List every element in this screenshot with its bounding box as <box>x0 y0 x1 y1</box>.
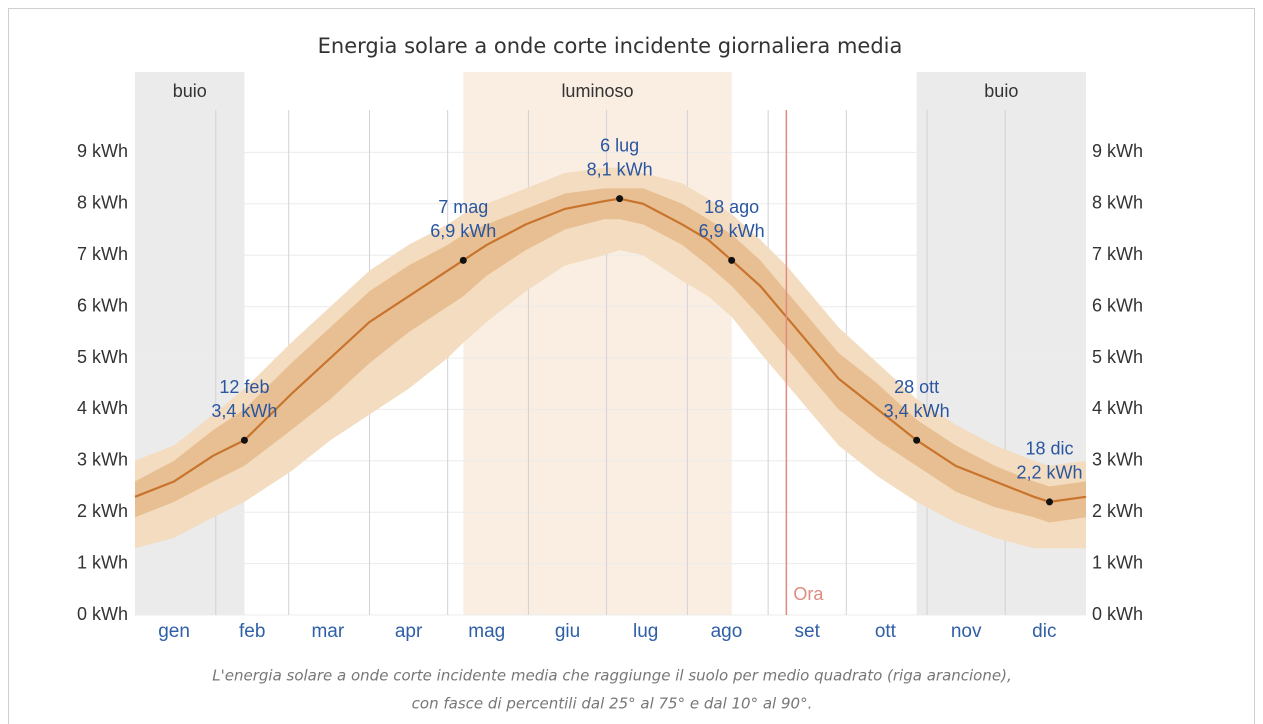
annotation-date: 18 ago <box>704 197 759 217</box>
y2-tick-label: 5 kWh <box>1092 347 1143 367</box>
region-label: buio <box>173 81 207 101</box>
annotation-date: 7 mag <box>438 197 488 217</box>
annotation-date: 12 feb <box>219 377 269 397</box>
x-tick-label: ago <box>711 621 743 642</box>
y2-tick-label: 2 kWh <box>1092 501 1143 521</box>
x-tick-label: giu <box>555 621 580 642</box>
caption: con fasce di percentili dal 25° al 75° e… <box>412 695 813 713</box>
x-tick-label: apr <box>395 621 423 642</box>
y2-tick-label: 3 kWh <box>1092 450 1143 470</box>
median-line <box>134 197 1087 504</box>
annotation-value: 6,9 kWh <box>430 221 496 241</box>
chart-title: Energia solare a onde corte incidente gi… <box>318 34 903 58</box>
annotation-value: 3,4 kWh <box>211 401 277 421</box>
annotation-date: 6 lug <box>600 135 639 155</box>
x-tick-label: mag <box>468 621 505 642</box>
x-tick-label: dic <box>1032 621 1056 642</box>
annotation-value: 3,4 kWh <box>884 401 950 421</box>
annotation-value: 2,2 kWh <box>1017 463 1083 483</box>
x-tick-label: mar <box>311 621 344 642</box>
percentile-band <box>135 188 1086 523</box>
y-tick-label: 5 kWh <box>77 347 128 367</box>
y2-tick-label: 1 kWh <box>1092 552 1143 572</box>
region-label: luminoso <box>561 81 633 101</box>
y-tick-label: 1 kWh <box>77 552 128 572</box>
annotation-point <box>459 256 467 264</box>
annotation-point <box>240 436 248 444</box>
y-tick-label: 0 kWh <box>77 604 128 624</box>
x-tick-label: feb <box>239 621 265 642</box>
x-tick-label: nov <box>951 621 982 642</box>
y2-tick-label: 4 kWh <box>1092 398 1143 418</box>
y-tick-label: 7 kWh <box>77 244 128 264</box>
plot: buio luminoso buio 0 kWh 0 kWh 1 kWh 1 kWh 2 kW… <box>77 72 1143 642</box>
annotation-point <box>728 256 736 264</box>
y-tick-label: 9 kWh <box>77 141 128 161</box>
y-tick-label: 3 kWh <box>77 450 128 470</box>
x-tick-label: gen <box>158 621 190 642</box>
x-tick-label: set <box>795 621 821 642</box>
y2-tick-label: 7 kWh <box>1092 244 1143 264</box>
caption: L'energia solare a onde corte incidente … <box>212 667 1011 685</box>
x-tick-label: lug <box>633 621 658 642</box>
annotation-point <box>913 436 921 444</box>
annotation-point <box>1046 498 1054 506</box>
y-tick-label: 6 kWh <box>77 295 128 315</box>
annotation-date: 28 ott <box>894 377 939 397</box>
y2-tick-label: 9 kWh <box>1092 141 1143 161</box>
y2-tick-label: 6 kWh <box>1092 295 1143 315</box>
x-tick-label: ott <box>875 621 897 642</box>
region-label: buio <box>984 81 1018 101</box>
y2-tick-label: 0 kWh <box>1092 604 1143 624</box>
annotation-value: 6,9 kWh <box>699 221 765 241</box>
region <box>463 72 732 615</box>
annotation-value: 8,1 kWh <box>587 159 653 179</box>
y2-tick-label: 8 kWh <box>1092 193 1143 213</box>
frame <box>8 8 1255 724</box>
y-tick-label: 2 kWh <box>77 501 128 521</box>
annotation-date: 18 dic <box>1025 439 1073 459</box>
now-label: Ora <box>793 584 824 604</box>
y-tick-label: 4 kWh <box>77 398 128 418</box>
y-tick-label: 8 kWh <box>77 193 128 213</box>
annotation-point <box>616 195 624 203</box>
